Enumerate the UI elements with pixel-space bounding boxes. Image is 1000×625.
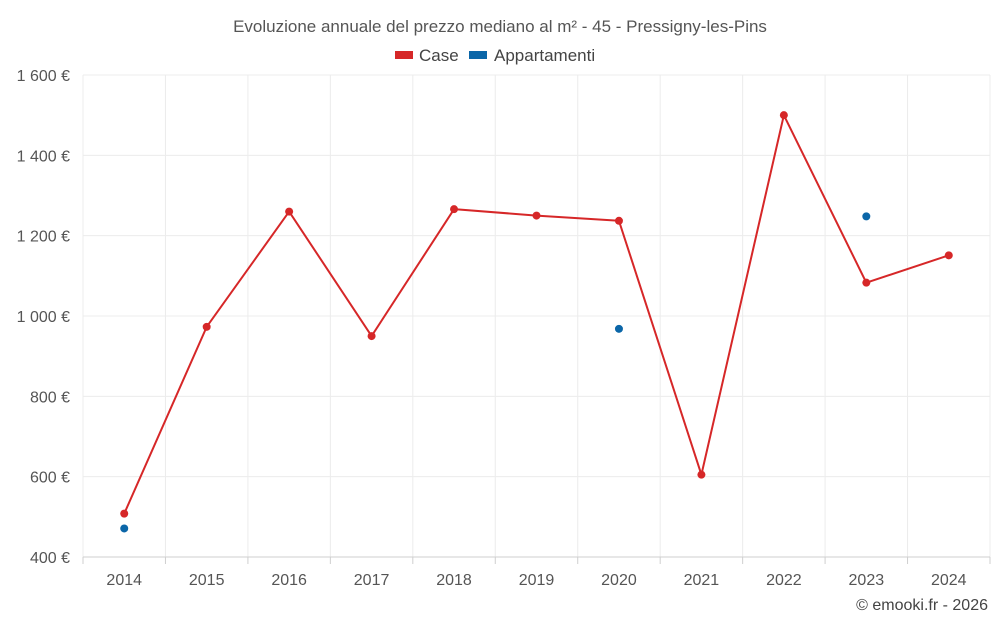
x-tick-label: 2021 — [684, 572, 720, 589]
axis-layer: 400 € 600 € 800 € 1 000 € 1 200 € 1 400 € 1 60… — [17, 68, 991, 589]
legend: Case Appartamenti — [395, 46, 595, 65]
grid-layer — [82, 74, 991, 558]
data-point-case[interactable] — [532, 211, 541, 220]
y-tick-label: 400 € — [30, 550, 70, 567]
data-point-case[interactable] — [944, 251, 953, 260]
y-tick-label: 800 € — [30, 389, 70, 406]
x-tick-label: 2015 — [189, 572, 225, 589]
data-point-case[interactable] — [202, 322, 211, 331]
legend-label-appartamenti: Appartamenti — [494, 46, 595, 65]
data-point-case[interactable] — [697, 470, 706, 479]
y-tick-label: 1 200 € — [17, 229, 70, 246]
data-point-case[interactable] — [614, 216, 623, 225]
y-tick-label: 1 000 € — [17, 309, 70, 326]
x-tick-label: 2018 — [436, 572, 472, 589]
legend-item-case[interactable]: Case — [395, 46, 459, 65]
x-tick-label: 2019 — [519, 572, 555, 589]
y-tick-label: 1 400 € — [17, 148, 70, 165]
y-tick-label: 1 600 € — [17, 68, 70, 85]
legend-swatch-case — [395, 51, 413, 59]
chart-title: Evoluzione annuale del prezzo mediano al… — [233, 17, 767, 36]
data-point-case[interactable] — [120, 509, 129, 518]
x-tick-label: 2016 — [271, 572, 307, 589]
data-point-appartamenti[interactable] — [120, 524, 129, 533]
data-point-case[interactable] — [450, 205, 459, 214]
x-tick-label: 2023 — [849, 572, 885, 589]
credit-text: © emooki.fr - 2026 — [856, 597, 988, 614]
data-point-appartamenti[interactable] — [862, 212, 871, 221]
legend-swatch-appartamenti — [469, 51, 487, 59]
x-tick-label: 2020 — [601, 572, 637, 589]
data-point-case[interactable] — [862, 278, 871, 287]
data-point-case[interactable] — [285, 207, 294, 216]
x-tick-label: 2024 — [931, 572, 967, 589]
y-tick-label: 600 € — [30, 470, 70, 487]
x-tick-label: 2014 — [106, 572, 142, 589]
data-point-case[interactable] — [367, 332, 376, 341]
data-point-appartamenti[interactable] — [614, 324, 623, 333]
legend-label-case: Case — [419, 46, 459, 65]
data-point-case[interactable] — [779, 111, 788, 120]
x-tick-label: 2017 — [354, 572, 390, 589]
legend-item-appartamenti[interactable]: Appartamenti — [469, 46, 595, 65]
x-tick-label: 2022 — [766, 572, 802, 589]
series-layer — [120, 111, 953, 533]
